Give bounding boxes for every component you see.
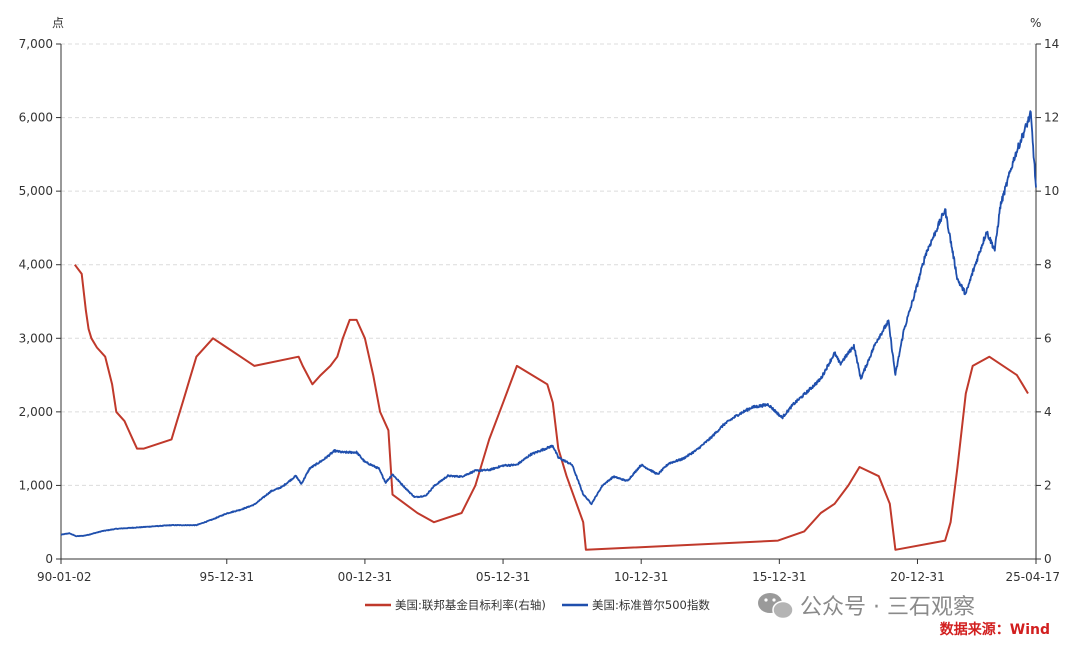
left-y-tick-label: 5,000 bbox=[19, 184, 53, 198]
left-y-tick-label: 3,000 bbox=[19, 331, 53, 345]
right-y-tick-label: 8 bbox=[1044, 258, 1052, 272]
series-lines bbox=[60, 110, 1037, 551]
left-axis-unit: 点 bbox=[52, 16, 64, 30]
x-tick-label: 20-12-31 bbox=[890, 570, 944, 584]
left-y-tick-label: 2,000 bbox=[19, 405, 53, 419]
right-y-tick-label: 12 bbox=[1044, 111, 1059, 125]
series-line-fed-rate bbox=[74, 264, 1029, 551]
x-tick-label: 00-12-31 bbox=[338, 570, 392, 584]
right-y-tick-labels: 0 2 4 6 8 10 12 14 bbox=[1036, 37, 1059, 566]
legend-label-spx: 美国:标准普尔500指数 bbox=[592, 598, 710, 612]
left-y-tick-label: 6,000 bbox=[19, 111, 53, 125]
legend[interactable]: 美国:联邦基金目标利率(右轴) 美国:标准普尔500指数 bbox=[365, 598, 710, 612]
right-axis-unit: % bbox=[1030, 16, 1041, 30]
watermark: 公众号 · 三石观察 bbox=[758, 593, 975, 620]
wechat-icon bbox=[758, 593, 794, 620]
left-y-tick-label: 1,000 bbox=[19, 478, 53, 492]
right-y-tick-label: 10 bbox=[1044, 184, 1059, 198]
source-note: 数据来源：Wind bbox=[940, 621, 1050, 638]
legend-item-fed-rate[interactable]: 美国:联邦基金目标利率(右轴) bbox=[365, 598, 546, 612]
left-y-tick-label: 7,000 bbox=[19, 37, 53, 51]
left-y-tick-label: 0 bbox=[45, 552, 53, 566]
x-tick-label: 90-01-02 bbox=[37, 570, 91, 584]
grid bbox=[61, 43, 1036, 486]
left-y-tick-label: 4,000 bbox=[19, 258, 53, 272]
series-line-spx bbox=[60, 110, 1037, 538]
legend-item-spx[interactable]: 美国:标准普尔500指数 bbox=[562, 598, 710, 612]
x-tick-label: 95-12-31 bbox=[200, 570, 254, 584]
x-tick-label: 15-12-31 bbox=[752, 570, 806, 584]
axes bbox=[60, 44, 1037, 560]
right-y-tick-label: 6 bbox=[1044, 331, 1052, 345]
x-tick-label: 25-04-17 bbox=[1006, 570, 1060, 584]
right-y-tick-label: 4 bbox=[1044, 405, 1052, 419]
right-y-tick-label: 2 bbox=[1044, 478, 1052, 492]
x-tick-label: 10-12-31 bbox=[614, 570, 668, 584]
left-y-tick-labels: 0 1,000 2,000 3,000 4,000 5,000 6,000 7,000 bbox=[19, 37, 61, 566]
right-y-tick-label: 0 bbox=[1044, 552, 1052, 566]
x-tick-labels: 90-01-02 95-12-31 00-12-31 05-12-31 10-12-31… bbox=[37, 559, 1060, 584]
watermark-text: 公众号 · 三石观察 bbox=[800, 595, 975, 620]
x-tick-label: 05-12-31 bbox=[476, 570, 530, 584]
right-y-tick-label: 14 bbox=[1044, 37, 1059, 51]
legend-label-fed-rate: 美国:联邦基金目标利率(右轴) bbox=[395, 598, 546, 612]
